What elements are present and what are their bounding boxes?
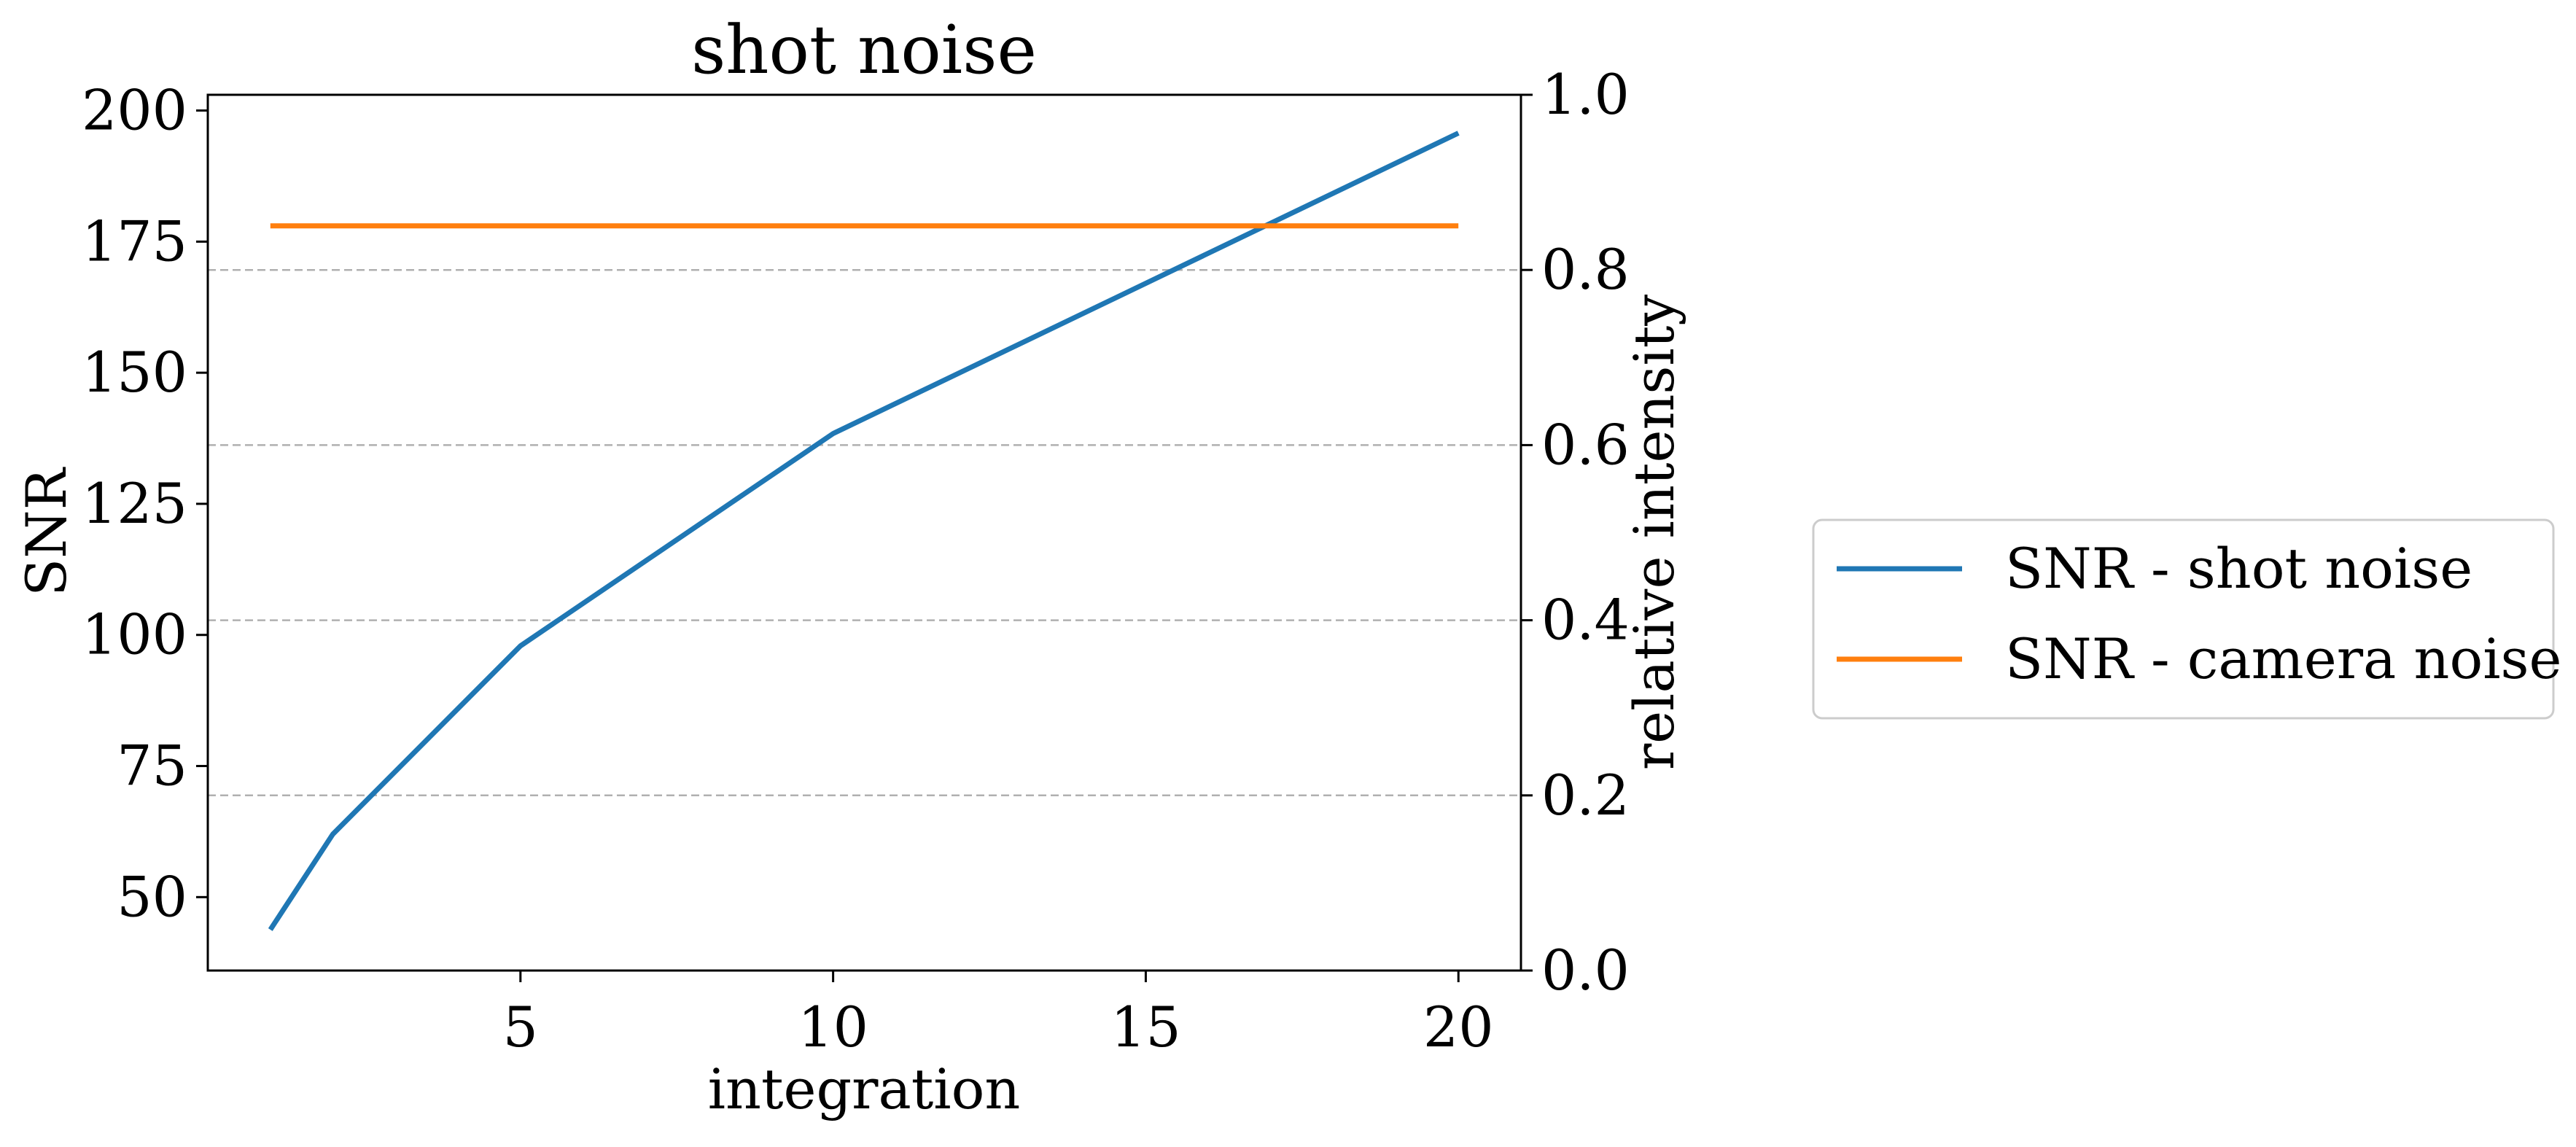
legend: SNR - shot noise SNR - camera noise xyxy=(1812,518,2562,720)
chart-title: shot noise xyxy=(691,11,1037,89)
y2-axis-label: relative intensity xyxy=(1622,295,1686,770)
legend-label: SNR - shot noise xyxy=(2005,536,2472,601)
y2-tick-label: 0.2 xyxy=(1541,763,1630,828)
y2-tick-label: 0.0 xyxy=(1541,938,1630,1003)
left-axis-ticks: 50 75 100 125 150 175 200 xyxy=(82,78,208,929)
y-tick-label: 100 xyxy=(82,602,187,667)
grid-lines xyxy=(208,268,1521,797)
x-tick-label: 5 xyxy=(503,995,538,1059)
x-tick-label: 15 xyxy=(1110,995,1181,1059)
y2-tick-label: 0.8 xyxy=(1541,237,1630,302)
y-tick-label: 125 xyxy=(82,471,187,536)
y2-tick-label: 1.0 xyxy=(1541,62,1630,127)
y-tick-label: 150 xyxy=(82,340,187,405)
x-axis-label: integration xyxy=(708,1057,1021,1121)
x-tick-label: 10 xyxy=(798,995,868,1059)
plot-frame xyxy=(206,93,1522,972)
y-tick-label: 200 xyxy=(82,78,187,143)
right-axis-ticks: 0.0 0.2 0.4 0.6 0.8 1.0 xyxy=(1521,62,1630,1003)
legend-box xyxy=(1812,518,2555,720)
x-tick-label: 20 xyxy=(1423,995,1494,1059)
bottom-axis-ticks: 5 10 15 20 xyxy=(503,971,1494,1059)
y-axis-label: SNR xyxy=(14,466,79,596)
y2-tick-label: 0.4 xyxy=(1541,588,1630,653)
legend-label: SNR - camera noise xyxy=(2005,626,2562,691)
series-lines xyxy=(268,131,1460,931)
y2-tick-label: 0.6 xyxy=(1541,412,1630,477)
series-line xyxy=(268,131,1460,931)
y-tick-label: 50 xyxy=(117,864,187,929)
y-tick-label: 75 xyxy=(117,734,187,798)
y-tick-label: 175 xyxy=(82,209,187,273)
